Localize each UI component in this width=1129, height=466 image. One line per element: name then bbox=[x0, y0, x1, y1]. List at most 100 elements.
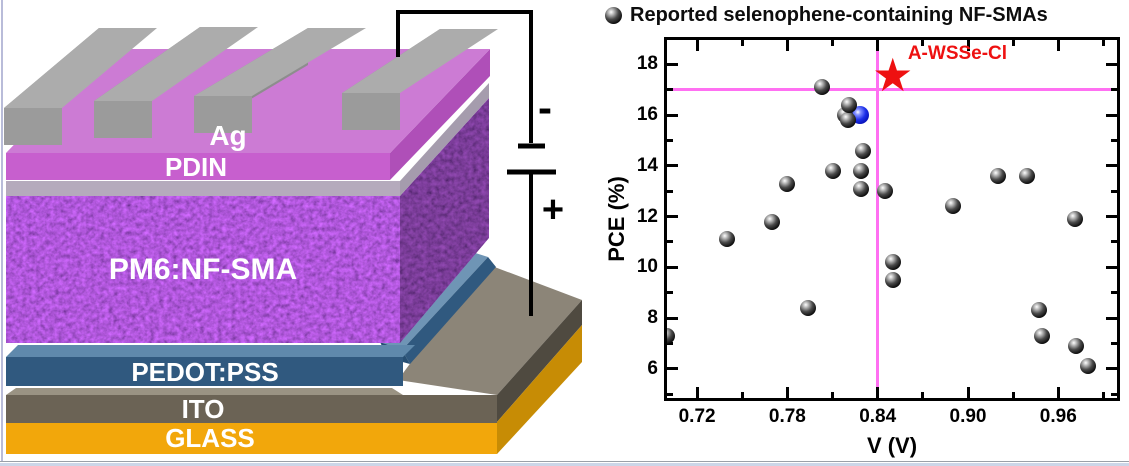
y-tick bbox=[1111, 291, 1117, 295]
data-point bbox=[884, 254, 901, 271]
y-tick bbox=[1106, 113, 1117, 117]
data-point bbox=[841, 96, 858, 113]
data-point bbox=[1080, 358, 1097, 375]
y-tick bbox=[1111, 240, 1117, 244]
y-tick bbox=[1111, 341, 1117, 345]
ito-top-sliver bbox=[6, 388, 403, 395]
y-tick bbox=[1106, 367, 1117, 371]
data-point bbox=[1033, 327, 1050, 344]
device-schematic: - + Ag PDIN PM6:NF-SMA PEDOT:PSS ITO GLA… bbox=[4, 10, 582, 454]
pedot-top-sliver bbox=[6, 345, 415, 357]
data-point bbox=[884, 272, 901, 289]
y-tick bbox=[667, 265, 678, 269]
pedot-front-face bbox=[6, 357, 403, 386]
y-tick-label: 6 bbox=[647, 357, 658, 379]
y-tick bbox=[667, 189, 673, 193]
y-tick bbox=[667, 215, 678, 219]
legend-sphere-marker bbox=[605, 7, 622, 24]
x-tick bbox=[921, 40, 925, 46]
x-tick bbox=[695, 40, 699, 51]
x-tick-label: 0.84 bbox=[859, 406, 897, 427]
glass-label: GLASS bbox=[165, 423, 255, 453]
y-tick bbox=[1111, 392, 1117, 396]
y-tick bbox=[1106, 316, 1117, 320]
y-tick-label: 18 bbox=[636, 53, 658, 75]
x-axis-label: V (V) bbox=[866, 433, 918, 458]
y-tick bbox=[1106, 62, 1117, 66]
y-tick bbox=[667, 392, 673, 396]
x-tick-label: 0.78 bbox=[768, 406, 806, 427]
y-tick bbox=[1111, 138, 1117, 142]
pdin-side-face bbox=[390, 49, 490, 180]
y-tick bbox=[667, 138, 673, 142]
data-point bbox=[779, 175, 796, 192]
data-point bbox=[990, 167, 1007, 184]
ito-top-face bbox=[398, 263, 582, 395]
x-tick bbox=[1056, 387, 1060, 398]
crosshair-vertical-line bbox=[876, 40, 880, 398]
data-point bbox=[800, 299, 817, 316]
ito-front-face bbox=[6, 395, 497, 423]
ito-side-face bbox=[497, 300, 582, 422]
active-layer-label: PM6:NF-SMA bbox=[109, 253, 297, 286]
y-tick-label: 10 bbox=[636, 256, 658, 278]
y-tick bbox=[1106, 215, 1117, 219]
y-tick bbox=[1111, 189, 1117, 193]
data-point bbox=[719, 231, 736, 248]
y-tick-label: 8 bbox=[647, 307, 658, 329]
y-tick bbox=[1106, 265, 1117, 269]
x-tick bbox=[1011, 392, 1015, 398]
legend-label: Reported selenophene-containing NF-SMAs bbox=[630, 4, 1048, 26]
y-tick-label: 12 bbox=[636, 205, 658, 227]
x-tick bbox=[1101, 40, 1105, 46]
data-point bbox=[853, 162, 870, 179]
y-tick-label: 16 bbox=[636, 104, 658, 126]
y-tick bbox=[667, 291, 673, 295]
ag-electrode-1 bbox=[4, 28, 157, 145]
data-point bbox=[764, 213, 781, 230]
x-tick bbox=[785, 40, 789, 51]
x-tick-label: 0.90 bbox=[949, 406, 987, 427]
x-tick bbox=[876, 40, 880, 51]
data-point bbox=[853, 180, 870, 197]
x-tick bbox=[695, 387, 699, 398]
data-point bbox=[1068, 337, 1085, 354]
circuit-wire-top bbox=[396, 10, 533, 143]
data-point bbox=[814, 79, 831, 96]
ag-label: Ag bbox=[209, 120, 246, 151]
x-tick bbox=[785, 387, 789, 398]
ag-electrode-3 bbox=[194, 28, 366, 133]
x-tick bbox=[966, 387, 970, 398]
x-tick bbox=[831, 40, 835, 46]
x-tick-label: 0.96 bbox=[1039, 406, 1077, 427]
data-point bbox=[824, 162, 841, 179]
x-tick-label: 0.72 bbox=[678, 406, 716, 427]
y-tick bbox=[667, 341, 673, 345]
data-point bbox=[944, 198, 961, 215]
glass-front-face bbox=[6, 423, 497, 454]
data-point bbox=[854, 142, 871, 159]
y-tick bbox=[667, 62, 678, 66]
terminal-negative-sign: - bbox=[538, 84, 552, 131]
x-tick bbox=[1011, 40, 1015, 46]
pedot-ext-side bbox=[402, 257, 496, 364]
y-tick bbox=[667, 316, 678, 320]
ito-label: ITO bbox=[182, 394, 225, 424]
y-tick-label: 14 bbox=[636, 154, 658, 176]
x-tick bbox=[876, 387, 880, 398]
plot-area: ★ A-WSSe-Cl bbox=[664, 37, 1120, 401]
ag-electrode-2 bbox=[94, 27, 258, 138]
data-point bbox=[877, 183, 894, 200]
x-tick bbox=[740, 392, 744, 398]
ag-electrode-4 bbox=[342, 29, 498, 130]
data-point bbox=[667, 327, 675, 344]
data-point bbox=[1018, 167, 1035, 184]
active-top-band bbox=[6, 181, 400, 196]
x-tick bbox=[1056, 40, 1060, 51]
x-tick bbox=[1101, 392, 1105, 398]
data-point bbox=[1066, 211, 1083, 228]
star-marker: ★ bbox=[872, 49, 914, 102]
star-annotation: A-WSSe-Cl bbox=[907, 43, 1008, 65]
frame-left-border bbox=[1, 0, 3, 462]
crosshair-horizontal-line bbox=[667, 88, 1117, 92]
